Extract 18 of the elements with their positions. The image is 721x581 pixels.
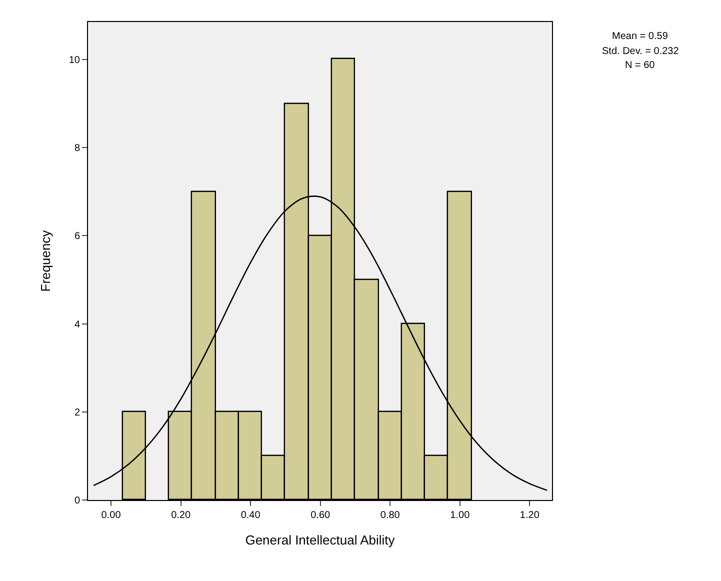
- x-tick-label: 0.60: [310, 510, 331, 521]
- x-tick-label: 0.20: [171, 510, 191, 521]
- x-tick-label: 0.00: [101, 510, 122, 521]
- y-tick-label: 8: [74, 143, 80, 154]
- y-tick-label: 0: [74, 496, 80, 506]
- text: N = 60: [625, 60, 656, 71]
- x-tick-label: 0.40: [240, 510, 261, 521]
- x-tick-label: 0.80: [380, 510, 400, 521]
- text: Mean = 0.59: [612, 31, 668, 42]
- y-tick-label: 4: [74, 319, 80, 330]
- x-axis-title: General Intellectual Ability: [245, 532, 396, 548]
- x-tick-label: 1.20: [520, 510, 540, 521]
- text: Std. Dev. = 0.232: [602, 46, 680, 57]
- y-tick-label: 2: [74, 407, 80, 418]
- y-tick-label: 10: [68, 54, 80, 66]
- y-tick-label: 6: [74, 231, 80, 242]
- y-axis-title: Frequency: [38, 230, 53, 292]
- x-tick-label: 1.00: [450, 510, 470, 521]
